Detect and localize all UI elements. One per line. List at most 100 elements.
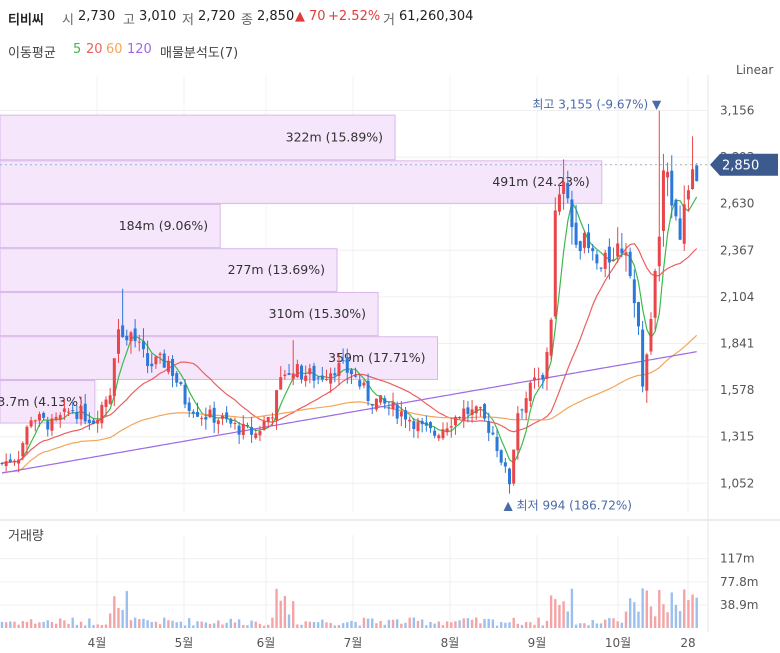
candle-body [395,405,399,419]
candle-body [666,171,670,178]
candle-body [391,402,395,410]
candle-body [537,378,541,380]
volume-bar [59,618,62,628]
candle-body [491,432,495,435]
volume-bar [138,619,141,628]
time-tick-label: 4월 [88,636,107,650]
candle-body [154,356,158,365]
volume-bar [425,625,428,628]
volume-bar [84,625,87,628]
candle-body [387,407,391,409]
volume-bar [537,617,540,628]
candle-body [528,382,532,401]
volume-bar [379,620,382,628]
candle-body [0,463,4,465]
volume-bar [520,625,524,628]
current-price-tag [710,153,778,176]
volume-bar [633,602,636,628]
volume-bar [558,604,561,628]
candle-body [591,248,595,252]
volume-bar [0,621,4,628]
moving-average-toggle[interactable]: 이동평균 [8,46,56,61]
candle-body [686,190,690,200]
volume-bar [71,617,74,628]
candle-body [595,254,599,264]
volume-bar [533,624,536,628]
volume-bar [188,618,191,628]
candle-body [87,419,91,423]
volume-bar [545,620,549,628]
price-tick-label: 2,630 [720,197,754,211]
candle-body [137,341,141,343]
ma120-line [1,351,697,474]
candle-body [25,426,29,445]
candle-body [578,241,582,252]
volume-bar [475,617,478,628]
candle-body [553,210,557,317]
candle-body [96,419,100,424]
volume-tick-label: 117m [720,552,755,566]
candle-body [316,377,320,379]
candle-body [678,218,682,240]
candle-body [653,270,657,318]
volume-bar [275,588,278,628]
volume-bar [108,613,112,628]
candle-body [54,416,58,419]
volume-bar [142,618,145,628]
volume-profile-toggle[interactable]: 매물분석도(7) [160,46,239,61]
volume-bar [196,621,199,628]
volume-panel-title: 거래량 [8,529,44,544]
volume-bar [88,618,91,628]
candle-body [71,410,75,412]
close-label: 종 [241,13,253,28]
candle-body [187,402,191,411]
candle-body [483,404,487,419]
volume-profile-label: 310m (15.30%) [269,306,366,321]
candle-body [557,194,561,212]
volume-bar [570,588,574,628]
candle-body [125,335,129,341]
candle-body [487,421,491,433]
open-price: 2,730 [78,9,116,24]
candle-body [175,373,179,383]
high-price: 3,010 [139,9,177,24]
volume-bar [416,620,420,628]
volume-bar [371,618,374,628]
volume-bar [29,619,33,628]
candle-body [129,332,133,342]
volume-bar [113,596,116,628]
volume-bar [354,621,357,628]
volume-bar [34,623,37,628]
candle-body [379,395,383,403]
volume-bar [554,599,557,628]
candle-body [645,354,649,391]
candle-body [649,319,653,352]
candle-body [674,199,678,217]
candle-body [437,435,441,439]
volume-bar [612,618,615,628]
volume-bar [524,622,528,628]
ma5-label: 5 [73,42,82,57]
candle-body [624,252,628,256]
candle-body [158,353,162,356]
volume-profile: 322m (15.89%) 491m (24.23%) 184m (9.06%) 27… [0,114,603,424]
volume-bar [366,618,370,628]
candle-body [112,358,116,397]
volume-bar [217,620,220,628]
candle-body [416,421,420,432]
volume-bar [321,619,324,628]
candle-body [270,417,274,419]
volume-bar [504,622,507,628]
candle-body [532,377,536,381]
volume-bar [171,620,174,628]
candle-body [661,170,665,231]
candle-body [220,415,224,419]
candle-body [333,373,337,376]
volume-profile-label: 277m (13.69%) [228,262,325,277]
volume-bar [670,592,673,628]
volume-bar [312,622,316,628]
volume-profile-bar [0,248,338,292]
low-label: 저 [182,13,194,28]
candle-body [245,425,249,427]
